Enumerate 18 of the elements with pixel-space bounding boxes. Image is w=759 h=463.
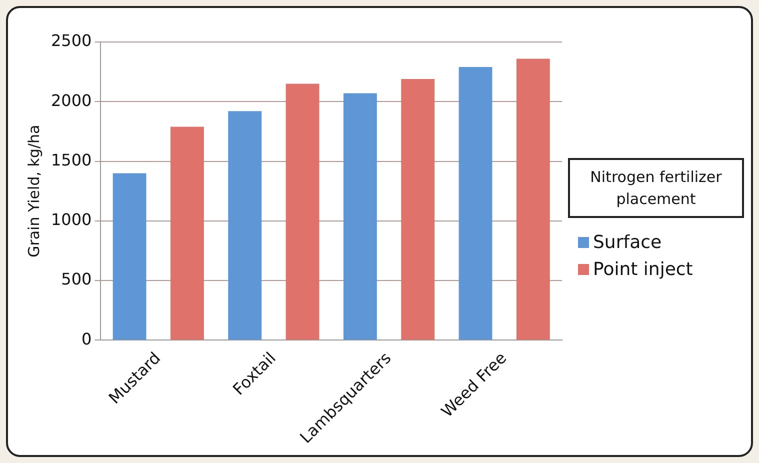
y-axis-title: Grain Yield, kg/ha <box>24 124 43 258</box>
y-tick-label: 500 <box>61 270 92 289</box>
legend-label: Surface <box>593 232 662 253</box>
bar <box>343 93 377 340</box>
legend-label: Point inject <box>593 259 693 280</box>
bar <box>401 78 435 340</box>
bar <box>228 111 262 340</box>
bar <box>458 67 492 340</box>
y-tick-label: 1000 <box>51 210 92 230</box>
y-tick-label: 2500 <box>51 31 92 50</box>
bar <box>170 126 204 340</box>
legend-title: Nitrogen fertilizer placement <box>568 158 744 218</box>
bar <box>286 84 320 340</box>
y-tick-label: 2000 <box>51 90 92 110</box>
y-tick-label: 1500 <box>51 150 92 170</box>
y-tick-label: 0 <box>82 329 92 348</box>
bar <box>112 173 146 340</box>
bar <box>516 58 550 340</box>
